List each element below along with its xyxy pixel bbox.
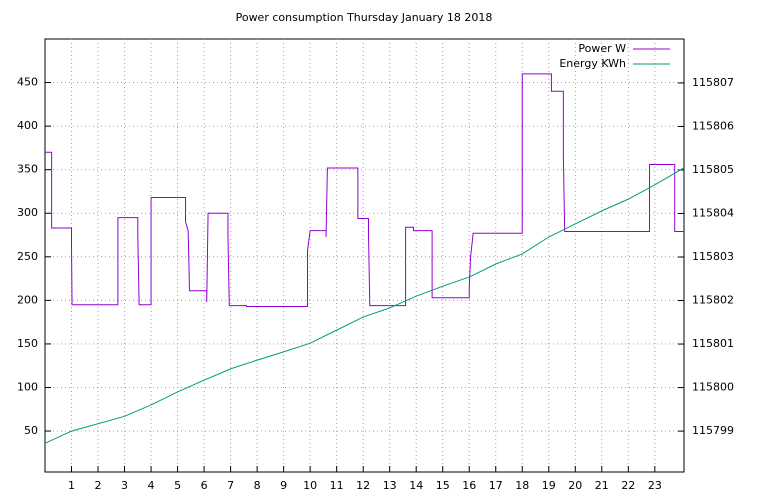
- x-tick-label: 7: [227, 479, 234, 492]
- y-tick-label: 300: [17, 206, 38, 219]
- x-tick-label: 6: [201, 479, 208, 492]
- x-tick-label: 2: [95, 479, 102, 492]
- y2-tick-label: 115802: [692, 294, 734, 307]
- y-tick-label: 350: [17, 163, 38, 176]
- legend-label: Energy KWh: [559, 57, 626, 70]
- y2-tick-label: 115801: [692, 337, 734, 350]
- y-tick-label: 400: [17, 119, 38, 132]
- chart-title: Power consumption Thursday January 18 20…: [236, 11, 493, 24]
- x-tick-label: 16: [462, 479, 476, 492]
- y2-tick-label: 115799: [692, 424, 734, 437]
- plot-frame: [44, 38, 685, 473]
- x-tick-label: 9: [280, 479, 287, 492]
- x-tick-label: 4: [148, 479, 155, 492]
- x-tick-label: 8: [254, 479, 261, 492]
- x-tick-label: 23: [648, 479, 662, 492]
- y-tick-label: 50: [24, 424, 38, 437]
- y2-tick-label: 115804: [692, 207, 734, 220]
- x-tick-label: 12: [356, 479, 370, 492]
- y-tick-label: 250: [17, 250, 38, 263]
- x-tick-label: 10: [303, 479, 317, 492]
- x-tick-label: 20: [568, 479, 582, 492]
- x-tick-label: 21: [595, 479, 609, 492]
- x-tick-label: 11: [330, 479, 344, 492]
- x-tick-label: 5: [174, 479, 181, 492]
- y-tick-label: 200: [17, 293, 38, 306]
- x-tick-label: 14: [409, 479, 423, 492]
- y2-tick-label: 115800: [692, 381, 734, 394]
- series-line: [45, 73, 684, 307]
- y2-tick-label: 115805: [692, 163, 734, 176]
- x-tick-label: 18: [515, 479, 529, 492]
- y-tick-label: 100: [17, 380, 38, 393]
- x-tick-label: 17: [489, 479, 503, 492]
- y2-tick-label: 115806: [692, 119, 734, 132]
- x-tick-label: 19: [542, 479, 556, 492]
- x-tick-label: 13: [383, 479, 397, 492]
- x-tick-label: 3: [121, 479, 128, 492]
- legend-label: Power W: [578, 42, 626, 55]
- y-tick-label: 450: [17, 76, 38, 89]
- y-tick-label: 150: [17, 337, 38, 350]
- series-line: [44, 167, 685, 444]
- y2-tick-label: 115803: [692, 250, 734, 263]
- y2-tick-label: 115807: [692, 76, 734, 89]
- x-tick-label: 15: [436, 479, 450, 492]
- x-tick-label: 1: [68, 479, 75, 492]
- x-tick-label: 22: [621, 479, 635, 492]
